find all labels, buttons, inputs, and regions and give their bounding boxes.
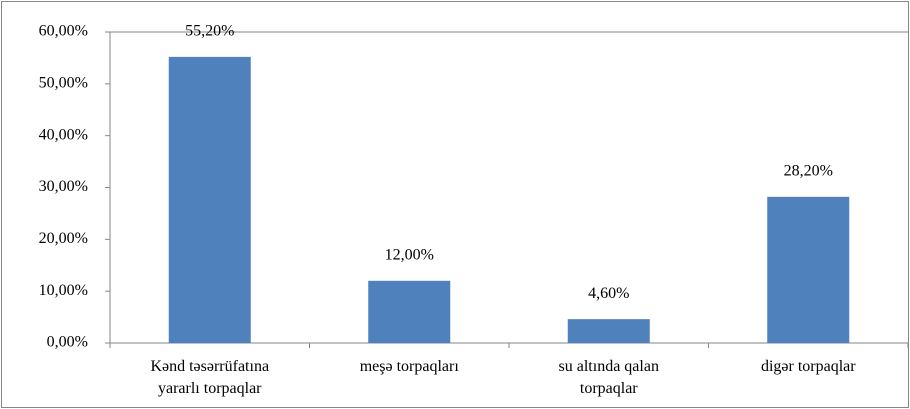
x-tick-label: Kənd təsərrüfatına yararlı torpaqlar	[150, 358, 269, 397]
bar	[168, 56, 251, 343]
bar	[368, 280, 451, 343]
data-label: 55,20%	[185, 23, 234, 40]
y-tick-label: 30,00%	[39, 178, 88, 195]
data-label: 12,00%	[385, 246, 434, 263]
bar	[767, 196, 850, 343]
y-tick-label: 50,00%	[39, 75, 88, 92]
y-tick-label: 10,00%	[39, 282, 88, 299]
y-tick-label: 20,00%	[39, 230, 88, 247]
y-tick-label: 60,00%	[39, 23, 88, 40]
y-tick-label: 0,00%	[47, 334, 88, 351]
bar	[567, 319, 650, 343]
data-label: 4,60%	[588, 285, 629, 302]
x-tick-label: digər torpaqlar	[761, 358, 856, 375]
y-tick-label: 40,00%	[39, 126, 88, 143]
x-tick-label: meşə torpaqları	[360, 358, 460, 375]
data-label: 28,20%	[784, 163, 833, 180]
x-tick-label: su altında qalan torpaqlar	[559, 358, 659, 397]
